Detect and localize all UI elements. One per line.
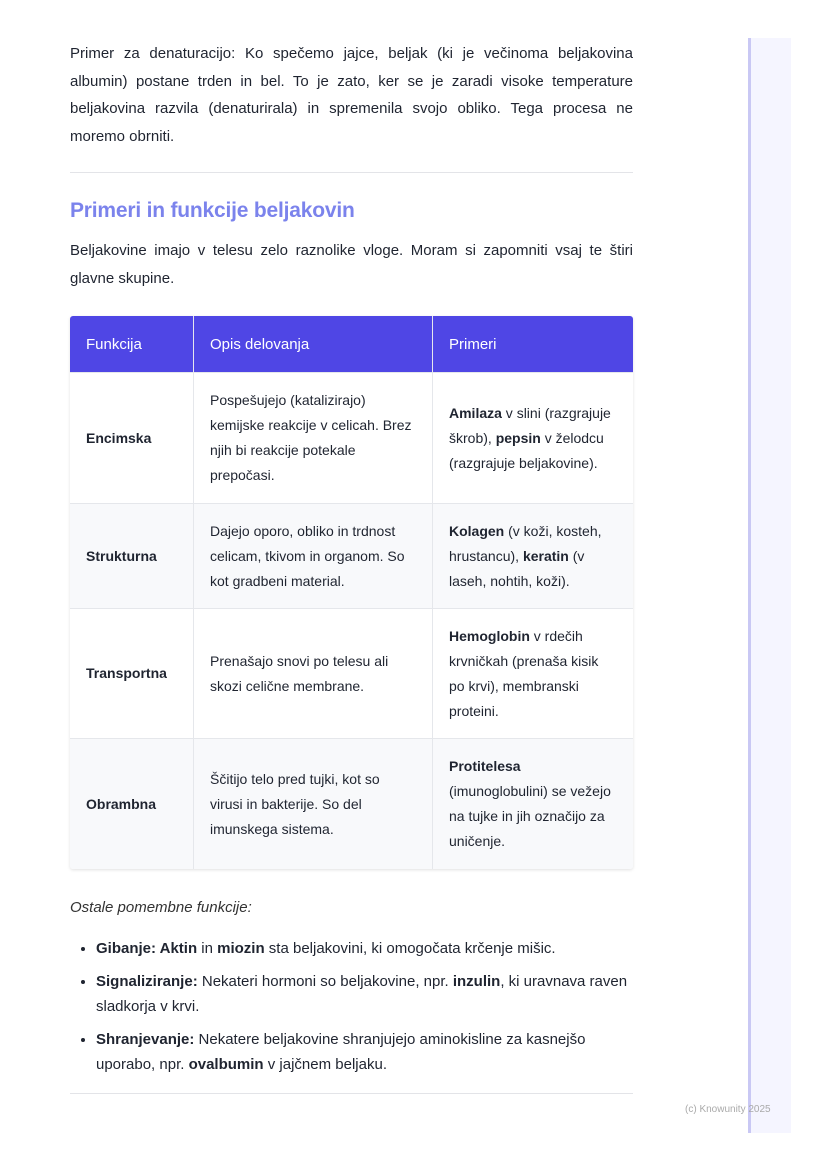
bold-term: Shranjevanje: bbox=[96, 1031, 195, 1048]
description-cell: Pospešujejo (katalizirajo) kemijske reak… bbox=[194, 372, 433, 503]
text-segment: , ki uravnava raven sladkorja v krvi. bbox=[96, 973, 628, 1015]
text-segment: Nekatere beljakovine shranjujejo aminoki… bbox=[96, 1031, 586, 1073]
text-segment: Nekateri hormoni so beljakovine, npr. bbox=[197, 973, 453, 990]
text-segment: (v koži, kosteh, hrustancu), bbox=[449, 522, 602, 564]
bold-term: Signaliziranje: bbox=[96, 973, 198, 990]
text-segment: (v laseh, nohtih, koži). bbox=[449, 547, 585, 589]
intro-paragraph: Primer za denaturacijo: Ko spečemo jajce… bbox=[70, 45, 633, 145]
description-cell: Prenašajo snovi po telesu ali skozi celi… bbox=[194, 608, 433, 738]
function-cell: Obrambna bbox=[70, 738, 194, 869]
bullet-list: Gibanje: Aktin in miozin sta beljakovini… bbox=[70, 936, 633, 1077]
list-item: Shranjevanje: Nekatere beljakovine shran… bbox=[96, 1027, 633, 1077]
text-segment: in bbox=[197, 940, 218, 957]
bold-term: keratin bbox=[522, 547, 569, 564]
footer-copyright: (c) Knowunity 2025 bbox=[685, 1104, 771, 1115]
list-item: Signaliziranje: Nekateri hormoni so belj… bbox=[96, 969, 633, 1019]
text-segment: (imunoglobulini) se vežejo na tujke in j… bbox=[449, 783, 611, 849]
bold-term: pepsin bbox=[495, 429, 541, 446]
examples-cell: Protitelesa (imunoglobulini) se vežejo n… bbox=[433, 738, 633, 869]
header-cell: Opis delovanja bbox=[194, 316, 433, 372]
bold-term: ovalbumin bbox=[188, 1056, 264, 1073]
table-row: Encimska Pospešujejo (katalizirajo) kemij… bbox=[70, 372, 633, 503]
side-panel bbox=[748, 38, 791, 1133]
examples-cell: Hemoglobin v rdečih krvničkah (prenaša k… bbox=[433, 608, 633, 738]
text-segment: sta beljakovini, ki omogočata krčenje mi… bbox=[264, 940, 556, 957]
bold-term: miozin bbox=[217, 940, 265, 957]
text-segment: v želodcu (razgrajuje beljakovine). bbox=[449, 429, 604, 471]
header-cell: Primeri bbox=[433, 316, 633, 372]
document-content: Primer za denaturacijo: Ko spečemo jajce… bbox=[70, 40, 633, 1094]
functions-table: Funkcija Opis delovanja Primeri Encimska… bbox=[70, 316, 633, 869]
examples-cell: Kolagen (v koži, kosteh, hrustancu), ker… bbox=[433, 503, 633, 608]
section-heading: Primeri in funkcije beljakovin bbox=[70, 199, 355, 222]
bold-term: Kolagen bbox=[449, 522, 505, 539]
lead-paragraph: Beljakovine imajo v telesu zelo raznolik… bbox=[70, 242, 633, 287]
table-row: Transportna Prenašajo snovi po telesu ali… bbox=[70, 608, 633, 738]
table-row: Strukturna Dajejo oporo, obliko in trdnos… bbox=[70, 503, 633, 608]
description-cell: Dajejo oporo, obliko in trdnost celicam,… bbox=[194, 503, 433, 608]
table-row: Obrambna Ščitijo telo pred tujki, kot so … bbox=[70, 738, 633, 869]
function-cell: Encimska bbox=[70, 372, 194, 503]
function-cell: Strukturna bbox=[70, 503, 194, 608]
examples-cell: Amilaza v slini (razgrajuje škrob), peps… bbox=[433, 372, 633, 503]
text-segment: v slini (razgrajuje škrob), bbox=[449, 404, 611, 446]
divider bbox=[70, 172, 633, 173]
list-item: Gibanje: Aktin in miozin sta beljakovini… bbox=[96, 936, 633, 961]
text-segment: v rdečih krvničkah (prenaša kisik po krv… bbox=[449, 627, 599, 719]
bold-term: Amilaza bbox=[449, 404, 502, 421]
bold-term: Gibanje: Aktin bbox=[96, 940, 198, 957]
bottom-divider bbox=[70, 1093, 633, 1094]
description-cell: Ščitijo telo pred tujki, kot so virusi i… bbox=[194, 738, 433, 869]
table-header-row: Funkcija Opis delovanja Primeri bbox=[70, 316, 633, 372]
text-segment: v jajčnem beljaku. bbox=[263, 1056, 387, 1073]
bold-term: Hemoglobin bbox=[449, 627, 530, 644]
other-functions-title: Ostale pomembne funkcije: bbox=[70, 899, 252, 916]
bold-term: Protitelesa bbox=[449, 758, 521, 774]
bold-term: inzulin bbox=[452, 973, 501, 990]
header-cell: Funkcija bbox=[70, 316, 194, 372]
function-cell: Transportna bbox=[70, 608, 194, 738]
